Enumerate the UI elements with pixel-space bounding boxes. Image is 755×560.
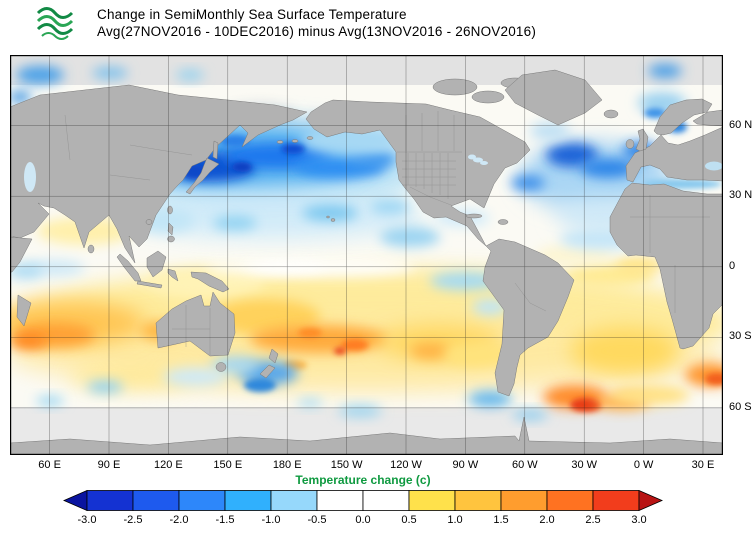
colorbar-segment: [62, 489, 88, 512]
colorbar-segment: [132, 490, 180, 511]
lon-label: 90 E: [97, 459, 121, 471]
land-scandinavia: [653, 98, 713, 136]
land-arctic-islands: [471, 90, 505, 104]
colorbar-tick-label: -2.5: [123, 514, 143, 526]
grid-layer: [10, 55, 723, 455]
colorbar-segment: [454, 490, 502, 511]
colorbar-tick-label: 2.5: [585, 514, 601, 526]
colorbar-segment: [316, 490, 364, 511]
colorbar-segment: [408, 490, 456, 511]
agency-logo: [34, 3, 76, 45]
land-uk: [635, 128, 649, 152]
colorbar-tick-label: -2.0: [169, 514, 189, 526]
lon-label: 30 E: [691, 459, 715, 471]
colorbar-tick-label: 0.5: [401, 514, 417, 526]
land-south-america: [482, 238, 575, 397]
land-aleutians: [276, 140, 284, 144]
lat-label: 30 S: [729, 330, 752, 343]
land-mindanao: [167, 235, 175, 243]
colorbar-segment: [362, 490, 410, 511]
lat-label: 30 N: [729, 189, 753, 202]
colorbar-bar: [62, 489, 664, 512]
land-sakhalin: [212, 140, 219, 160]
land-hispaniola: [497, 219, 509, 225]
land-hawaii: [326, 215, 330, 219]
colorbar-tick-label: 3.0: [631, 514, 647, 526]
lon-label: 120 W: [390, 459, 422, 471]
land-ireland: [625, 139, 635, 149]
colorbar-segment: [592, 490, 640, 511]
land-arctic-islands: [432, 78, 478, 96]
lake-great-lakes: [468, 154, 476, 160]
lake-great-lakes: [480, 161, 488, 165]
title-line-2: Avg(27NOV2016 - 10DEC2016) minus Avg(13N…: [97, 24, 537, 39]
colorbar-segment: [86, 490, 134, 511]
colorbar-svg: [62, 489, 664, 512]
country-borders-layer: [64, 111, 710, 355]
colorbar-tick-label: -1.0: [261, 514, 281, 526]
land-hainan: [145, 219, 153, 225]
lon-label: 0 W: [633, 459, 654, 471]
land-sulawesi: [167, 268, 179, 282]
land-layer: [9, 69, 724, 456]
colorbar-segment: [500, 490, 548, 511]
land-north-america: [305, 99, 531, 247]
land-nz-north-island: [268, 348, 279, 364]
land-aleutians: [306, 136, 314, 140]
lon-label: 90 W: [452, 459, 479, 471]
lon-label: 30 W: [571, 459, 598, 471]
lakes-layer: [24, 154, 723, 192]
land-australia: [155, 291, 236, 357]
figure-title: Change in SemiMonthly Sea Surface Temper…: [97, 6, 536, 40]
land-iceland: [603, 109, 619, 119]
lon-label: 60 E: [38, 459, 61, 471]
land-antarctica: [9, 416, 724, 456]
colorbar-tick-label: 0.0: [355, 514, 371, 526]
map-border: [10, 55, 723, 455]
land-africa: [609, 182, 724, 350]
land-japan: [185, 157, 220, 195]
lat-label: 60 S: [729, 401, 752, 413]
colorbar-tick-label: 1.0: [447, 514, 463, 526]
colorbar-segment: [546, 490, 594, 511]
land-taiwan: [167, 205, 173, 215]
title-line-1: Change in SemiMonthly Sea Surface Temper…: [97, 7, 407, 22]
lat-label: 0: [729, 259, 736, 272]
lake-black-sea: [705, 161, 723, 171]
agency-logo-waves: [36, 7, 74, 40]
land-cuba: [465, 213, 483, 219]
colorbar-segment: [638, 489, 664, 512]
colorbar-tick-label: -1.5: [215, 514, 235, 526]
colorbar-tick-label: -0.5: [307, 514, 327, 526]
land-nz-south-island: [259, 364, 276, 379]
land-hawaii: [330, 218, 336, 222]
land-tasmania: [215, 362, 227, 372]
lon-label: 150 E: [213, 459, 243, 471]
colorbar-segment: [270, 490, 318, 511]
lon-label: 60 W: [511, 459, 538, 471]
land-madagascar: [16, 294, 32, 327]
colorbar-segment: [178, 490, 226, 511]
lake-great-lakes: [473, 157, 483, 163]
land-java: [136, 280, 163, 289]
colorbar-tick-label: 1.5: [493, 514, 509, 526]
land-aleutians: [291, 139, 299, 143]
land-new-guinea: [190, 271, 230, 293]
lon-label: 150 W: [330, 459, 363, 471]
land-eurasia: [9, 84, 308, 264]
lon-label: 180 E: [272, 459, 302, 471]
world-map: [0, 55, 735, 456]
colorbar-tick-label: 2.0: [539, 514, 555, 526]
lake-caspian: [24, 162, 36, 192]
colorbar-title: Temperature change (c): [295, 473, 431, 487]
land-sri-lanka: [87, 244, 95, 254]
lon-label: 120 E: [154, 459, 183, 471]
land-greenland: [504, 69, 603, 126]
colorbar-tick-label: -3.0: [77, 514, 97, 526]
lat-label: 60 N: [729, 118, 753, 131]
colorbar-segment: [224, 490, 272, 511]
world-map-frame: [0, 55, 735, 456]
